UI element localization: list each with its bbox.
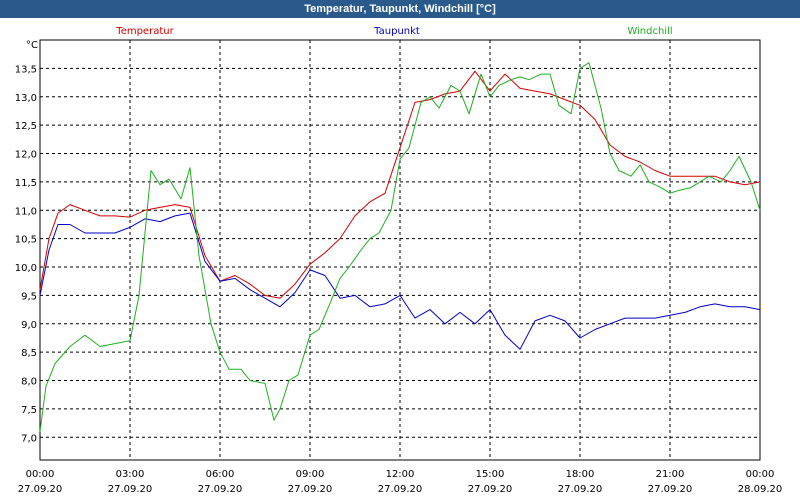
y-tick-label: 9,5 xyxy=(21,291,37,302)
x-tick-time-label: 21:00 xyxy=(656,469,685,480)
plot-area-frame xyxy=(39,39,761,461)
y-unit-label: °C xyxy=(26,40,38,51)
series-line-windchill xyxy=(39,62,761,432)
y-tick-label: 11,0 xyxy=(15,206,37,217)
x-tick-time-label: 00:00 xyxy=(26,469,55,480)
series-lines xyxy=(39,62,761,432)
series-line-taupunkt xyxy=(39,212,761,350)
y-tick-label: 13,0 xyxy=(15,93,37,104)
x-tick-date-label: 27.09.20 xyxy=(468,484,513,495)
x-tick-date-label: 27.09.20 xyxy=(108,484,153,495)
legend-entry-windchill: Windchill xyxy=(627,26,672,37)
chart-title: Temperatur, Taupunkt, Windchill [°C] xyxy=(0,0,800,18)
y-tick-label: 7,0 xyxy=(21,433,37,444)
y-tick-label: 12,5 xyxy=(15,121,37,132)
x-tick-date-label: 28.09.20 xyxy=(738,484,783,495)
y-tick-label: 13,5 xyxy=(15,64,37,75)
x-tick-time-label: 03:00 xyxy=(116,469,145,480)
y-tick-label: 11,5 xyxy=(15,178,37,189)
x-tick-time-label: 09:00 xyxy=(296,469,325,480)
y-tick-label: 7,5 xyxy=(21,405,37,416)
y-axis: 7,0 7,5 8,0 8,5 9,0 9,5 10,0 10,5 11,0 11,5 12,0 12… xyxy=(15,64,37,444)
x-tick-date-label: 27.09.20 xyxy=(558,484,603,495)
x-tick-time-label: 00:00 xyxy=(746,469,775,480)
x-tick-time-label: 18:00 xyxy=(566,469,595,480)
legend-entry-taupunkt: Taupunkt xyxy=(373,26,420,37)
y-tick-label: 10,5 xyxy=(15,235,37,246)
legend-entry-temperatur: Temperatur xyxy=(115,26,174,37)
legend: Temperatur Taupunkt Windchill xyxy=(115,26,672,37)
x-tick-date-label: 27.09.20 xyxy=(288,484,333,495)
x-tick-date-label: 27.09.20 xyxy=(648,484,693,495)
x-tick-date-label: 27.09.20 xyxy=(198,484,243,495)
grid-lines xyxy=(40,40,760,460)
x-tick-time-label: 15:00 xyxy=(476,469,505,480)
y-tick-label: 10,0 xyxy=(15,263,37,274)
x-tick-time-label: 06:00 xyxy=(206,469,235,480)
x-tick-time-label: 12:00 xyxy=(386,469,415,480)
x-tick-date-label: 27.09.20 xyxy=(378,484,423,495)
y-tick-label: 8,0 xyxy=(21,377,37,388)
x-tick-date-label: 27.09.20 xyxy=(18,484,63,495)
y-tick-label: 12,0 xyxy=(15,150,37,161)
y-tick-label: 9,0 xyxy=(21,320,37,331)
x-axis: 00:00 27.09.20 03:00 27.09.20 06:00 27.09.20 0… xyxy=(18,469,783,495)
y-tick-label: 8,5 xyxy=(21,348,37,359)
